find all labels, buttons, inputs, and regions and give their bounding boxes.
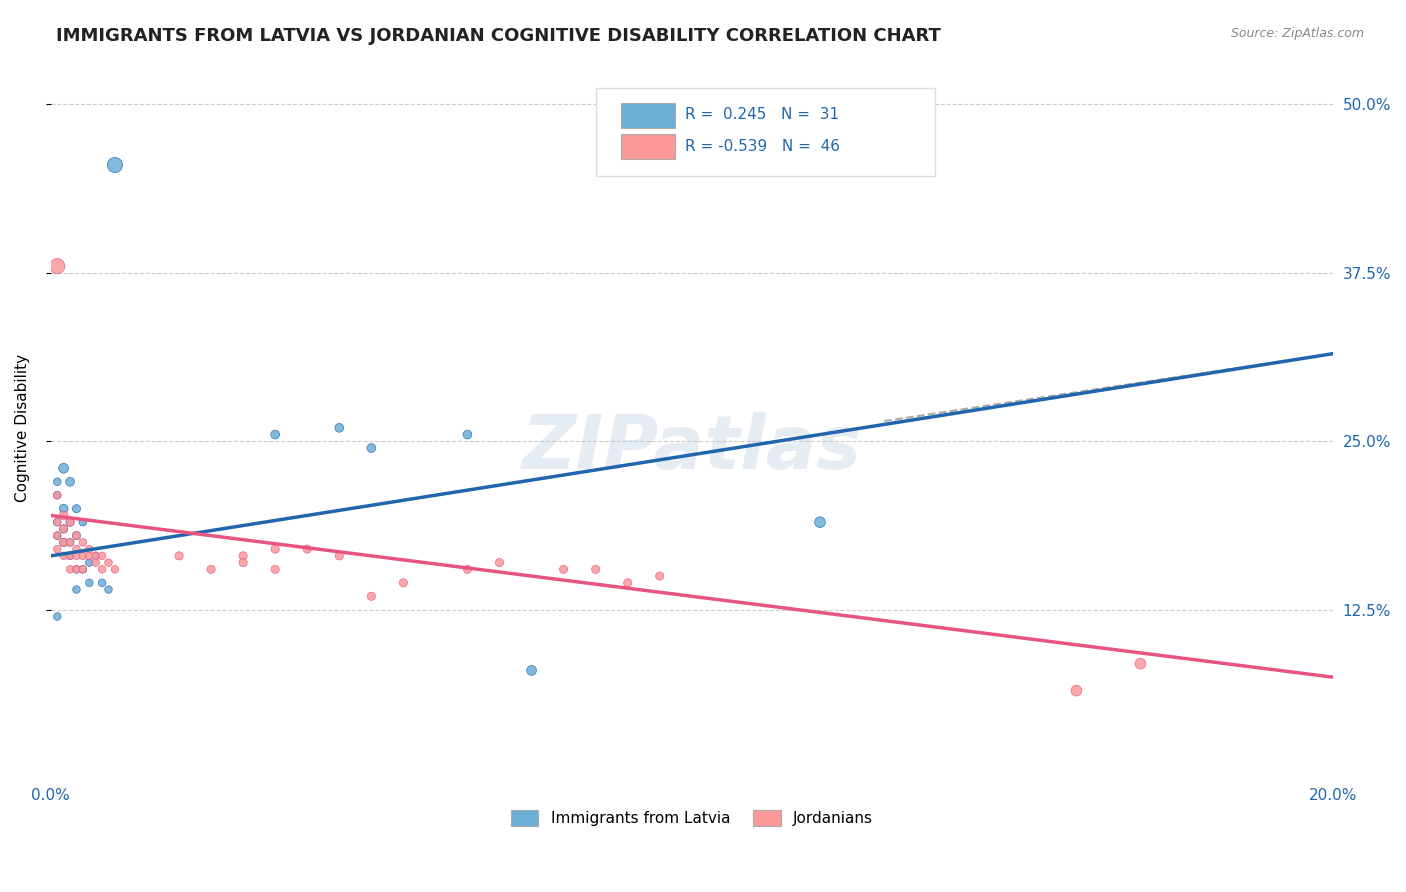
- Point: [52, 522, 75, 536]
- Point: [456, 562, 478, 576]
- Point: [232, 556, 254, 570]
- Point: [79, 542, 101, 557]
- Point: [72, 549, 94, 563]
- Point: [59, 515, 82, 529]
- Point: [264, 427, 287, 442]
- Point: [65, 562, 87, 576]
- Point: [91, 575, 114, 590]
- Point: [59, 535, 82, 549]
- Point: [648, 569, 671, 583]
- Point: [52, 549, 75, 563]
- Point: [65, 582, 87, 597]
- Point: [46, 609, 69, 624]
- Point: [52, 522, 75, 536]
- Point: [200, 562, 222, 576]
- Point: [328, 421, 350, 435]
- Point: [84, 556, 107, 570]
- Point: [232, 549, 254, 563]
- Point: [91, 549, 114, 563]
- Point: [264, 542, 287, 557]
- Point: [72, 562, 94, 576]
- Point: [46, 488, 69, 502]
- Point: [52, 501, 75, 516]
- Text: Source: ZipAtlas.com: Source: ZipAtlas.com: [1230, 27, 1364, 40]
- Point: [46, 475, 69, 489]
- Point: [360, 441, 382, 455]
- Point: [1129, 657, 1152, 671]
- Point: [46, 528, 69, 542]
- Point: [79, 575, 101, 590]
- Point: [97, 556, 120, 570]
- FancyBboxPatch shape: [596, 88, 935, 176]
- Point: [84, 549, 107, 563]
- FancyBboxPatch shape: [621, 103, 675, 128]
- Text: R = -0.539   N =  46: R = -0.539 N = 46: [685, 138, 841, 153]
- Text: IMMIGRANTS FROM LATVIA VS JORDANIAN COGNITIVE DISABILITY CORRELATION CHART: IMMIGRANTS FROM LATVIA VS JORDANIAN COGN…: [56, 27, 941, 45]
- Legend: Immigrants from Latvia, Jordanians: Immigrants from Latvia, Jordanians: [503, 803, 880, 834]
- Point: [52, 508, 75, 523]
- Point: [79, 549, 101, 563]
- Point: [52, 535, 75, 549]
- Point: [46, 515, 69, 529]
- Point: [488, 556, 510, 570]
- Point: [46, 515, 69, 529]
- Point: [616, 575, 638, 590]
- Point: [104, 158, 127, 172]
- Text: ZIPatlas: ZIPatlas: [522, 412, 862, 485]
- Point: [65, 549, 87, 563]
- Point: [46, 542, 69, 557]
- Point: [297, 542, 319, 557]
- Point: [65, 528, 87, 542]
- Point: [104, 562, 127, 576]
- Point: [59, 515, 82, 529]
- Point: [59, 475, 82, 489]
- Point: [585, 562, 607, 576]
- FancyBboxPatch shape: [621, 134, 675, 160]
- Point: [553, 562, 575, 576]
- Point: [808, 515, 831, 529]
- Point: [328, 549, 350, 563]
- Point: [59, 535, 82, 549]
- Point: [65, 562, 87, 576]
- Point: [84, 549, 107, 563]
- Point: [456, 427, 478, 442]
- Point: [79, 556, 101, 570]
- Point: [1066, 683, 1088, 698]
- Point: [46, 528, 69, 542]
- Point: [72, 515, 94, 529]
- Point: [65, 542, 87, 557]
- Point: [264, 562, 287, 576]
- Point: [59, 549, 82, 563]
- Point: [520, 664, 543, 678]
- Point: [59, 549, 82, 563]
- Point: [392, 575, 415, 590]
- Point: [72, 562, 94, 576]
- Point: [46, 488, 69, 502]
- Point: [65, 528, 87, 542]
- Point: [91, 562, 114, 576]
- Text: R =  0.245   N =  31: R = 0.245 N = 31: [685, 107, 839, 122]
- Point: [72, 535, 94, 549]
- Point: [52, 461, 75, 475]
- Y-axis label: Cognitive Disability: Cognitive Disability: [15, 354, 30, 502]
- Point: [97, 582, 120, 597]
- Point: [360, 589, 382, 603]
- Point: [52, 535, 75, 549]
- Point: [59, 562, 82, 576]
- Point: [65, 501, 87, 516]
- Point: [46, 259, 69, 273]
- Point: [167, 549, 190, 563]
